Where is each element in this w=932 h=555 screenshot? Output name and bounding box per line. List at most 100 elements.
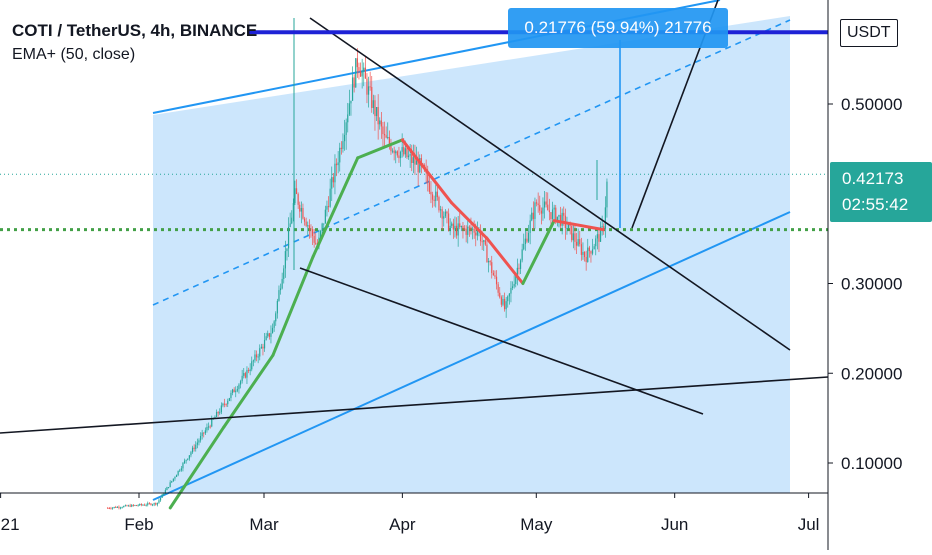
candle-body — [315, 242, 317, 244]
candle-body — [169, 482, 171, 488]
candle-body — [166, 487, 168, 491]
candle-body — [134, 505, 136, 507]
candle-body — [244, 373, 246, 378]
candle-body — [563, 212, 565, 216]
candle-body — [534, 202, 536, 219]
currency-badge[interactable]: USDT — [840, 19, 898, 47]
candle-body — [548, 210, 550, 213]
candle-body — [209, 426, 211, 428]
candle-body — [591, 249, 594, 254]
candle-body — [198, 440, 200, 443]
candle-body — [513, 283, 515, 287]
candle-body — [427, 172, 429, 183]
candle-body — [454, 225, 456, 230]
candle-body — [252, 360, 254, 362]
channel-lower-line — [152, 211, 791, 501]
candle-body — [447, 213, 450, 231]
candle-body — [180, 468, 182, 471]
candle-body — [575, 241, 578, 246]
candle-body — [332, 177, 334, 183]
candle-body — [126, 505, 128, 507]
candle-body — [473, 228, 475, 233]
candle-body — [446, 211, 448, 214]
candle-body — [471, 228, 474, 230]
candle-body — [190, 452, 192, 456]
candle-body — [561, 212, 563, 226]
candle-body — [505, 301, 507, 310]
candle-body — [182, 463, 184, 469]
candle-body — [590, 251, 592, 254]
candle-body — [553, 207, 555, 210]
candle-body — [340, 147, 342, 150]
candle-body — [339, 147, 341, 163]
candle-body — [291, 217, 293, 224]
candle-body — [543, 201, 546, 208]
candle-body — [140, 503, 142, 505]
candle-body — [353, 77, 355, 88]
candle-body — [414, 157, 416, 165]
candle-body — [222, 403, 224, 406]
candle-body — [121, 507, 123, 509]
candle-body — [484, 240, 486, 245]
candle-body — [606, 181, 608, 208]
candle-body — [380, 120, 382, 127]
candle-body — [255, 354, 258, 358]
candle-body — [452, 223, 454, 230]
candle-body — [319, 231, 322, 238]
candle-body — [599, 226, 602, 242]
channel-fill — [153, 16, 790, 493]
candle-body — [540, 210, 542, 214]
candle-body — [462, 225, 464, 229]
candle-body — [279, 288, 282, 291]
candle-body — [500, 297, 502, 305]
candle-body — [289, 223, 291, 227]
candle-body — [494, 275, 496, 277]
candle-body — [476, 231, 478, 236]
candle-body — [407, 155, 410, 158]
candle-body — [415, 160, 418, 165]
candle-body — [406, 148, 408, 158]
candle-body — [502, 298, 504, 305]
candle-body — [593, 246, 595, 250]
candle-body — [161, 494, 163, 498]
candle-body — [481, 241, 483, 243]
candle-body — [287, 226, 290, 249]
candle-body — [251, 361, 253, 370]
candle-body — [337, 162, 339, 166]
candle-body — [574, 233, 576, 242]
candle-body — [281, 278, 283, 289]
candle-body — [523, 243, 525, 250]
candle-body — [150, 503, 152, 505]
candle-body — [531, 212, 533, 221]
candle-body — [302, 207, 304, 219]
candle-body — [436, 191, 438, 198]
candle-body — [107, 507, 109, 509]
candle-body — [323, 223, 325, 225]
candle-body — [259, 348, 261, 357]
candle-body — [243, 373, 245, 376]
ema-segment — [271, 255, 315, 357]
candle-body — [583, 251, 586, 258]
candle-body — [225, 404, 227, 406]
candle-body — [503, 298, 506, 310]
candle-body — [155, 503, 157, 505]
x-tick-label: May — [520, 515, 553, 534]
candle-body — [275, 313, 277, 322]
candle-body — [603, 226, 605, 229]
candle-body — [507, 296, 509, 302]
candle-body — [366, 78, 368, 95]
candle-body — [487, 261, 490, 263]
candle-body — [167, 487, 170, 489]
candle-body — [124, 505, 126, 507]
ema-segment — [356, 138, 404, 160]
candle-body — [233, 389, 235, 393]
candle-body — [260, 346, 262, 349]
candle-body — [342, 141, 344, 150]
y-tick-label: 0.10000 — [841, 454, 902, 473]
candle-body — [395, 151, 397, 154]
candle-body — [305, 221, 307, 226]
candle-body — [220, 405, 222, 413]
candle-body — [444, 211, 446, 217]
